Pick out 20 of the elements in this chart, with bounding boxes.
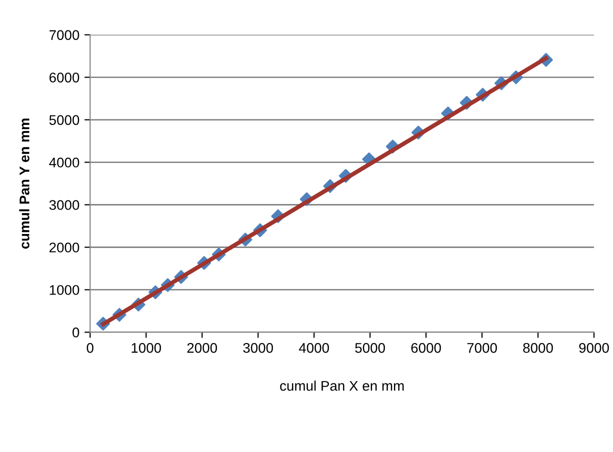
x-tick-label: 9000 bbox=[579, 343, 609, 353]
y-tick-label: 0 bbox=[72, 328, 80, 338]
x-axis-title: cumul Pan X en mm bbox=[280, 380, 404, 391]
x-tick-label: 2000 bbox=[187, 343, 217, 353]
y-tick-label: 7000 bbox=[50, 30, 80, 40]
y-tick-label: 2000 bbox=[50, 242, 80, 252]
x-tick-label: 1000 bbox=[132, 343, 162, 353]
y-tick-label: 4000 bbox=[49, 158, 80, 168]
x-tick-label: 8000 bbox=[523, 343, 553, 353]
x-tick-label: 7000 bbox=[467, 343, 497, 353]
x-tick-label: 0 bbox=[86, 343, 94, 353]
x-tick-label: 3000 bbox=[243, 343, 273, 353]
x-tick-label: 6000 bbox=[411, 343, 441, 353]
y-tick-label: 6000 bbox=[50, 72, 80, 82]
x-tick-label: 4000 bbox=[298, 343, 329, 353]
y-tick-label: 3000 bbox=[49, 200, 80, 210]
y-tick-label: 5000 bbox=[49, 115, 80, 125]
y-tick-label: 1000 bbox=[50, 285, 80, 295]
y-axis-title: cumul Pan Y en mm bbox=[19, 118, 30, 249]
x-tick-label: 5000 bbox=[355, 343, 385, 353]
